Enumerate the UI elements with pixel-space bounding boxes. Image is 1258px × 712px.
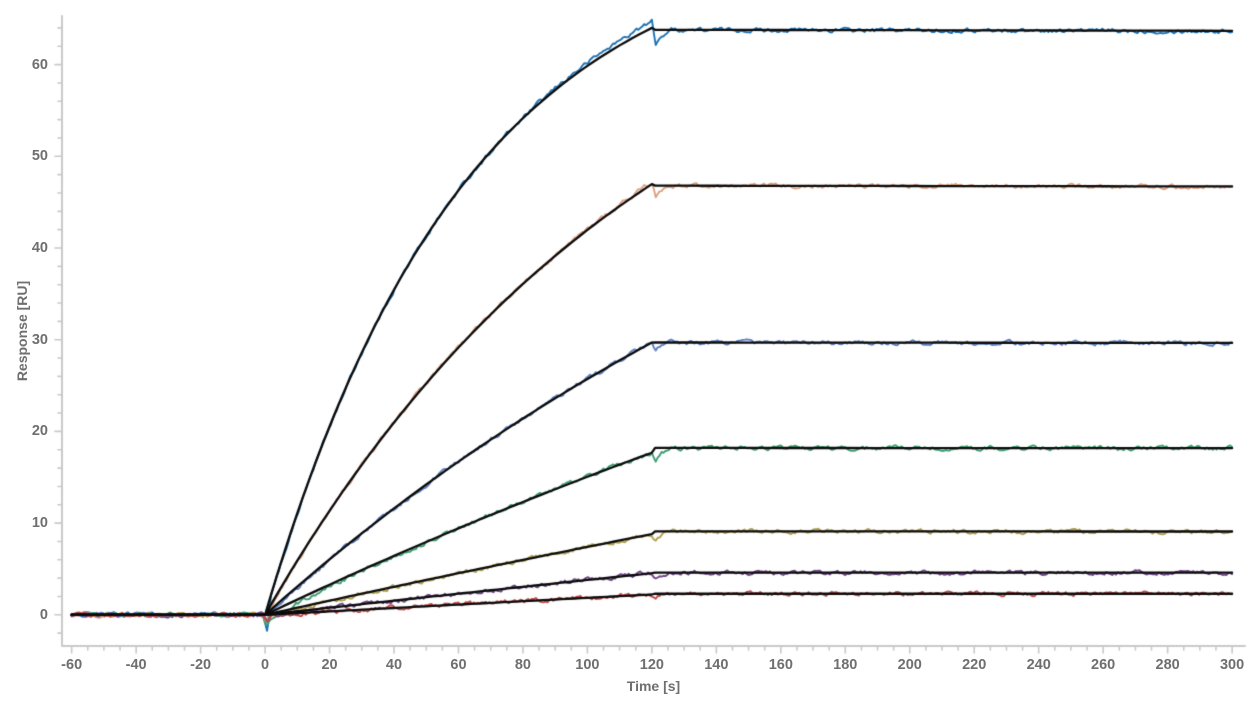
y-tick-50: 50 — [31, 148, 48, 165]
x-tick-180: 180 — [833, 657, 858, 673]
x-tick-120: 120 — [639, 657, 664, 673]
x-tick-260: 260 — [1091, 657, 1116, 673]
x-tick-0: 0 — [261, 657, 270, 673]
x-tick--60: -60 — [61, 657, 83, 673]
y-tick-40: 40 — [31, 239, 48, 256]
y-tick-20: 20 — [31, 423, 48, 440]
x-tick-100: 100 — [575, 657, 600, 673]
x-tick-220: 220 — [962, 657, 987, 673]
x-tick-140: 140 — [704, 657, 729, 673]
x-tick-200: 200 — [897, 657, 922, 673]
x-tick-280: 280 — [1155, 657, 1180, 673]
x-tick-300: 300 — [1219, 657, 1245, 673]
y-tick-0: 0 — [39, 606, 48, 623]
x-tick-40: 40 — [385, 657, 403, 673]
x-tick--40: -40 — [125, 657, 147, 673]
y-tick-10: 10 — [31, 514, 48, 531]
y-axis-title: Response [RU] — [14, 280, 30, 381]
x-tick-160: 160 — [768, 657, 793, 673]
x-tick-20: 20 — [321, 657, 338, 673]
x-tick-80: 80 — [514, 657, 532, 673]
x-tick-240: 240 — [1026, 657, 1051, 673]
y-tick-60: 60 — [31, 56, 48, 73]
y-tick-30: 30 — [31, 331, 48, 348]
x-axis-title: Time [s] — [626, 678, 681, 694]
x-tick-60: 60 — [450, 657, 467, 673]
x-tick--20: -20 — [190, 657, 212, 673]
